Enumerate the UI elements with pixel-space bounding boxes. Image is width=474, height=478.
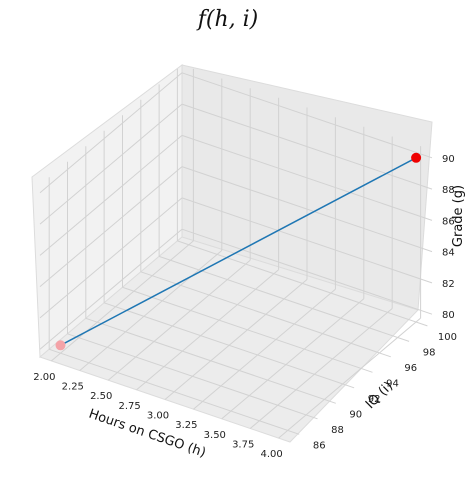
y-tick-label: 94 <box>386 378 399 389</box>
x-tick-label: 3.50 <box>204 430 226 441</box>
floor-grid-line-y <box>177 240 428 327</box>
x-tick-label: 4.00 <box>260 449 282 460</box>
y-tick-label: 98 <box>423 347 436 358</box>
floor-grid-line-y <box>122 286 373 373</box>
floor-grid-line-y <box>103 302 355 389</box>
right-wall-grid-line-z <box>181 134 433 221</box>
floor-grid-line-x <box>51 240 194 362</box>
z-tick-labels: 80 82 84 86 88 90 <box>442 154 455 321</box>
y-tick-label: 86 <box>313 440 326 451</box>
x-tick-label: 2.00 <box>33 372 55 383</box>
left-wall-grid-line-z <box>39 166 183 287</box>
floor-grid-line-x <box>164 279 308 400</box>
y-tick-label: 88 <box>331 425 344 436</box>
x-tick-label: 2.25 <box>62 382 84 393</box>
chart-title: f(h, i) <box>196 7 259 32</box>
x-tick-label: 3.75 <box>232 440 254 451</box>
left-wall-grid-line-z <box>39 103 183 225</box>
z-axis-label: Grade (g) <box>451 185 466 247</box>
right-wall-grid-line-z <box>181 166 433 253</box>
right-wall-grid-line-z <box>181 103 433 190</box>
y-tick-label: 92 <box>368 394 381 405</box>
floor-grid-line-y <box>67 333 318 420</box>
floor-grid-line-x <box>107 259 251 381</box>
floor-grid-line-x <box>79 250 223 371</box>
grid-lines <box>39 68 433 439</box>
series-line <box>60 157 417 346</box>
z-tick-label: 90 <box>442 154 455 165</box>
y-tick-label: 96 <box>404 363 417 374</box>
floor-grid-line-y <box>140 271 391 358</box>
z-tick-label: 88 <box>442 185 455 196</box>
left-wall-grid-line-z <box>39 197 183 319</box>
data-point-marker <box>411 152 422 163</box>
x-tick-label: 2.50 <box>90 391 112 402</box>
right-wall-grid-line-z <box>181 72 433 159</box>
z-tick-label: 80 <box>442 310 455 321</box>
floor-grid-line-x <box>278 317 421 439</box>
floor-grid-line-x <box>193 288 336 410</box>
data-series <box>55 152 422 351</box>
floor-grid-line-x <box>221 298 365 420</box>
tick-labels: 2.002.252.502.753.003.253.503.754.00 868… <box>33 154 457 460</box>
right-wall-grid-line-z <box>181 228 433 315</box>
y-tick-label: 100 <box>438 332 457 343</box>
left-wall-grid-line-z <box>39 72 183 194</box>
x-tick-label: 2.75 <box>118 401 140 412</box>
floor-grid-line-x <box>249 308 393 429</box>
y-tick-label: 90 <box>349 409 362 420</box>
floor-grid-line-y <box>85 317 336 404</box>
floor-grid-line-y <box>49 348 300 435</box>
right-wall-grid-line-z <box>181 197 433 284</box>
z-tick-label: 84 <box>442 248 455 259</box>
x-tick-label: 3.00 <box>147 411 169 422</box>
floor-pane <box>39 236 419 443</box>
z-tick-label: 82 <box>442 279 455 290</box>
floor-grid-line-x <box>136 269 279 391</box>
data-point-marker <box>55 340 66 351</box>
x-tick-labels: 2.00 2.25 2.50 2.75 3.00 3.25 3.50 3.75 4.00 <box>33 372 282 460</box>
left-wall-grid-line-z <box>39 135 183 256</box>
z-tick-label: 86 <box>442 216 455 227</box>
left-wall-grid-line-z <box>39 228 183 350</box>
x-tick-label: 3.25 <box>175 420 197 431</box>
